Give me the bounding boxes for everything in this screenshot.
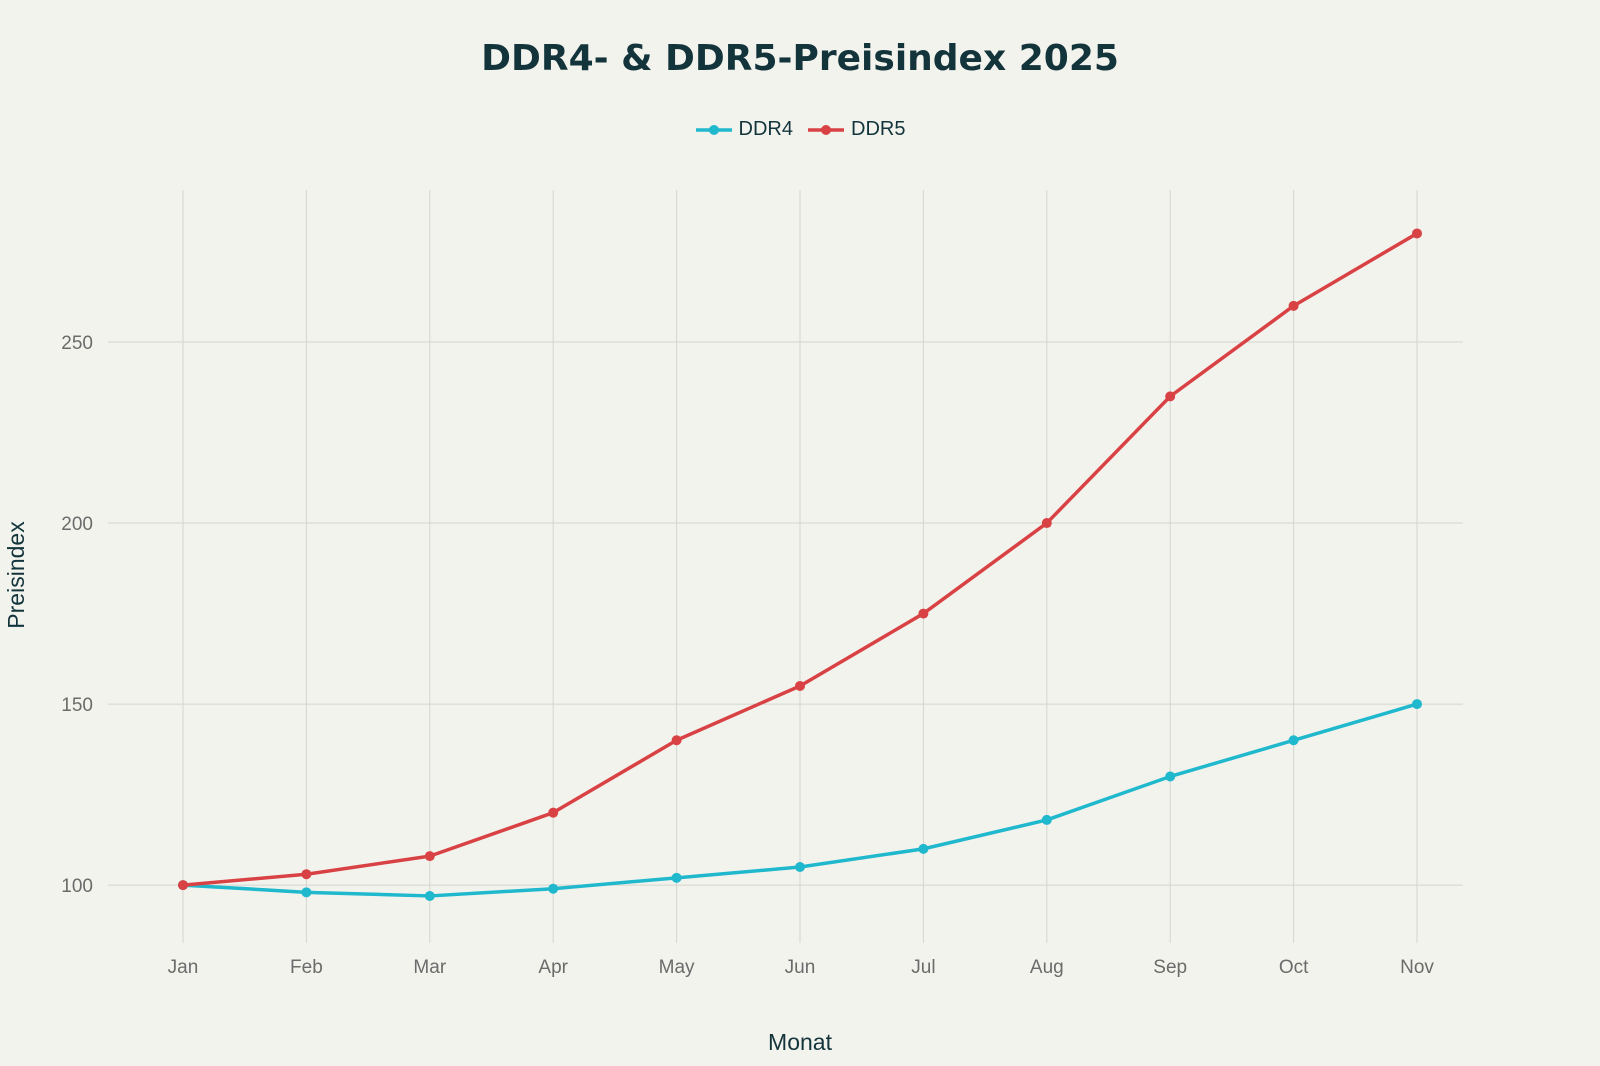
- data-point-ddr4: [548, 883, 559, 894]
- legend-swatch-ddr4: [695, 124, 732, 135]
- x-tick-label: Feb: [290, 957, 323, 978]
- data-point-ddr5: [301, 869, 312, 880]
- data-point-ddr4: [1041, 814, 1052, 825]
- legend-label-ddr4: DDR4: [738, 118, 793, 140]
- y-tick-label: 250: [61, 333, 93, 354]
- data-point-ddr4: [424, 890, 435, 901]
- data-point-ddr5: [1412, 228, 1422, 239]
- data-point-ddr5: [548, 807, 559, 818]
- x-tick-label: Aug: [1030, 957, 1064, 978]
- data-point-ddr5: [1288, 300, 1299, 311]
- data-point-ddr4: [1288, 735, 1299, 746]
- data-point-ddr5: [1165, 391, 1176, 402]
- x-tick-label: Apr: [538, 957, 568, 978]
- data-point-ddr4: [1165, 771, 1176, 782]
- x-tick-label: Jul: [911, 957, 935, 978]
- legend-item-ddr4[interactable]: DDR4: [695, 118, 793, 141]
- legend-item-ddr5[interactable]: DDR5: [807, 118, 905, 141]
- data-point-ddr4: [301, 887, 312, 898]
- legend: DDR4 DDR5: [0, 118, 1600, 141]
- legend-swatch-ddr5: [808, 124, 844, 135]
- y-tick-label: 200: [61, 514, 93, 535]
- x-tick-label: Nov: [1400, 957, 1434, 978]
- x-tick-label: Oct: [1279, 957, 1309, 978]
- y-tick-label: 100: [61, 876, 93, 897]
- data-point-ddr4: [795, 861, 805, 872]
- x-tick-label: Sep: [1153, 957, 1187, 978]
- data-point-ddr5: [918, 608, 929, 619]
- x-tick-label: Mar: [413, 957, 446, 978]
- data-point-ddr4: [1412, 699, 1422, 710]
- x-axis-label: Monat: [768, 1029, 833, 1055]
- legend-label-ddr5: DDR5: [851, 118, 906, 140]
- chart-title: DDR4- & DDR5-Preisindex 2025: [481, 38, 1119, 79]
- data-point-ddr5: [671, 735, 682, 746]
- data-point-ddr5: [795, 680, 805, 691]
- x-tick-label: May: [659, 957, 695, 978]
- data-point-ddr4: [918, 843, 929, 854]
- data-point-ddr5: [178, 880, 188, 891]
- x-tick-label: Jun: [785, 957, 816, 978]
- data-point-ddr4: [671, 872, 682, 883]
- x-tick-label: Jan: [168, 957, 199, 978]
- data-point-ddr5: [1041, 518, 1052, 529]
- data-point-ddr5: [424, 851, 435, 862]
- y-axis-label: Preisindex: [3, 521, 29, 629]
- y-tick-label: 150: [61, 695, 93, 716]
